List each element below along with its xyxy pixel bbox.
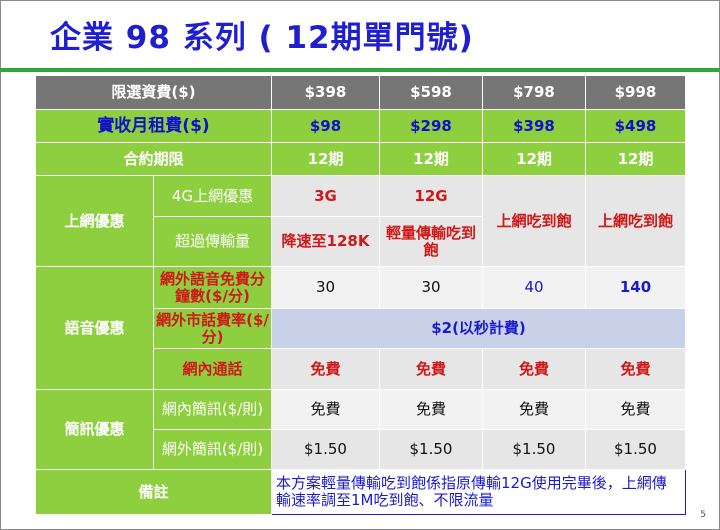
note-label: 備註 — [35, 469, 272, 515]
voice-minutes-value: 30 — [271, 266, 380, 309]
data-quota-label: 4G上網優惠 — [153, 175, 272, 217]
sms-onnet-row: 簡訊優惠 網內簡訊($/則) 免費 免費 免費 免費 — [35, 389, 686, 470]
page-title: 企業 98 系列 ( 12期單門號) — [50, 20, 474, 56]
data-quota-value: 12G — [379, 175, 483, 217]
note-row: 備註 本方案輕量傳輸吃到飽係指原傳輸12G使用完畢後，上網傳輸速率調至1M吃到飽… — [35, 469, 686, 515]
data-quota-row: 上網優惠 4G上網優惠 3G 12G 上網吃到飽 上網吃到飽 — [35, 175, 686, 267]
data-overage-value: 降速至128K — [271, 216, 380, 267]
sms-onnet-label: 網內簡訊($/則) — [153, 389, 272, 430]
sms-onnet-value: 免費 — [379, 389, 483, 430]
plan-header: $998 — [585, 75, 686, 110]
voice-minutes-value: 40 — [482, 266, 586, 309]
voice-landline-label: 網外市話費率($/分) — [153, 308, 272, 349]
contract-label: 合約期限 — [35, 142, 272, 176]
voice-landline-row: 網外市話費率($/分) $2(以秒計費) — [36, 308, 686, 349]
sms-offnet-value: $1.50 — [271, 429, 380, 470]
sms-offnet-row: 網外簡訊($/則) $1.50 $1.50 $1.50 $1.50 — [36, 429, 686, 470]
data-unlimited-value: 上網吃到飽 — [585, 175, 686, 267]
note-text: 本方案輕量傳輸吃到飽係指原傳輸12G使用完畢後，上網傳輸速率調至1M吃到飽、不限… — [271, 469, 686, 515]
plan-table: 限選資費($) $398 $598 $798 $998 實收月租費($) $98… — [35, 75, 686, 515]
voice-onnet-row: 網內通話 免費 免費 免費 免費 — [36, 348, 686, 390]
voice-minutes-value: 30 — [379, 266, 483, 309]
sms-onnet-value: 免費 — [585, 389, 686, 430]
data-quota-value: 3G — [271, 175, 380, 217]
contract-row: 合約期限 12期 12期 12期 12期 — [35, 142, 686, 176]
contract-value: 12期 — [271, 142, 380, 176]
voice-minutes-row: 語音優惠 網外語音免費分鐘數($/分) 30 30 40 140 — [35, 266, 686, 390]
plan-header: $598 — [379, 75, 483, 110]
monthly-rent-label: 實收月租費($) — [35, 109, 272, 143]
voice-minutes-label: 網外語音免費分鐘數($/分) — [153, 266, 272, 309]
voice-minutes-value: 140 — [585, 266, 686, 309]
sms-offnet-label: 網外簡訊($/則) — [153, 429, 272, 470]
title-divider — [0, 68, 720, 72]
monthly-rent-value: $498 — [585, 109, 686, 143]
sms-offnet-value: $1.50 — [379, 429, 483, 470]
sms-onnet-value: 免費 — [482, 389, 586, 430]
plan-header: $798 — [482, 75, 586, 110]
voice-category-label: 語音優惠 — [35, 266, 154, 390]
data-category-label: 上網優惠 — [35, 175, 154, 267]
plan-header: $398 — [271, 75, 380, 110]
contract-value: 12期 — [585, 142, 686, 176]
page-number: 5 — [700, 510, 706, 520]
voice-onnet-value: 免費 — [271, 348, 380, 390]
contract-value: 12期 — [379, 142, 483, 176]
monthly-rent-value: $298 — [379, 109, 483, 143]
data-overage-label: 超過傳輸量 — [153, 216, 272, 267]
monthly-rent-value: $98 — [271, 109, 380, 143]
voice-onnet-value: 免費 — [482, 348, 586, 390]
sms-category-label: 簡訊優惠 — [35, 389, 154, 470]
voice-onnet-value: 免費 — [585, 348, 686, 390]
data-unlimited-value: 上網吃到飽 — [482, 175, 586, 267]
sms-onnet-value: 免費 — [271, 389, 380, 430]
header-label: 限選資費($) — [35, 75, 272, 110]
contract-value: 12期 — [482, 142, 586, 176]
header-row: 限選資費($) $398 $598 $798 $998 — [35, 75, 686, 110]
monthly-rent-value: $398 — [482, 109, 586, 143]
voice-onnet-label: 網內通話 — [153, 348, 272, 390]
data-overage-value: 輕量傳輸吃到飽 — [379, 216, 483, 267]
sms-offnet-value: $1.50 — [482, 429, 586, 470]
monthly-rent-row: 實收月租費($) $98 $298 $398 $498 — [35, 109, 686, 143]
sms-offnet-value: $1.50 — [585, 429, 686, 470]
voice-landline-value: $2(以秒計費) — [271, 308, 686, 349]
voice-onnet-value: 免費 — [379, 348, 483, 390]
